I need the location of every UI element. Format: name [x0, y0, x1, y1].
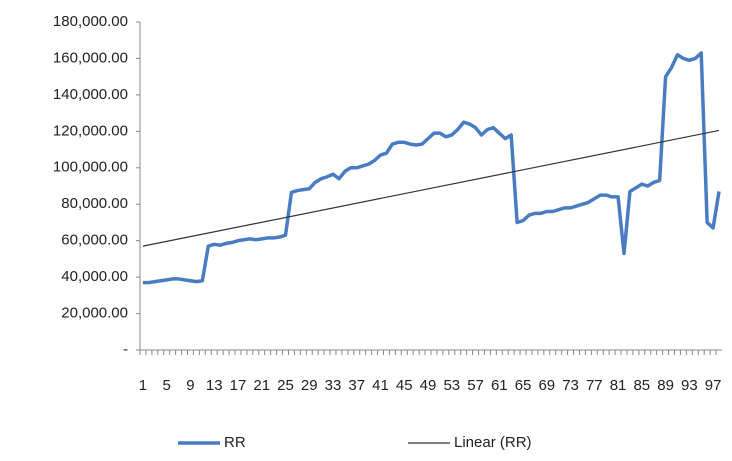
- x-tick-label: 97: [705, 377, 722, 394]
- x-tick-label: 21: [253, 377, 270, 394]
- x-tick-label: 45: [396, 377, 413, 394]
- x-tick-label: 13: [206, 377, 223, 394]
- y-tick-label: -: [123, 341, 128, 358]
- x-tick-label: 9: [186, 377, 194, 394]
- x-tick-label: 81: [610, 377, 627, 394]
- x-tick-label: 73: [562, 377, 579, 394]
- y-tick-label: 20,000.00: [61, 305, 128, 322]
- x-tick-label: 5: [163, 377, 171, 394]
- x-tick-label: 93: [681, 377, 698, 394]
- x-tick-label: 1: [139, 377, 147, 394]
- x-tick-label: 37: [348, 377, 365, 394]
- y-tick-label: 80,000.00: [61, 195, 128, 212]
- x-tick-label: 77: [586, 377, 603, 394]
- legend-label: RR: [224, 434, 246, 451]
- series-line: [142, 129, 720, 247]
- y-tick-label: 60,000.00: [61, 232, 128, 249]
- y-tick-label: 160,000.00: [53, 49, 128, 66]
- series-line: [142, 51, 721, 285]
- x-tick-label: 89: [657, 377, 674, 394]
- x-tick-label: 17: [230, 377, 247, 394]
- x-tick-label: 85: [633, 377, 650, 394]
- x-tick-label: 53: [443, 377, 460, 394]
- x-tick-label: 57: [467, 377, 484, 394]
- x-tick-label: 49: [420, 377, 437, 394]
- y-tick-label: 100,000.00: [53, 159, 128, 176]
- y-tick-label: 180,000.00: [53, 13, 128, 30]
- x-tick-label: 69: [538, 377, 555, 394]
- x-tick-label: 41: [372, 377, 389, 394]
- x-tick-label: 65: [515, 377, 532, 394]
- x-tick-label: 29: [301, 377, 318, 394]
- y-tick-label: 140,000.00: [53, 86, 128, 103]
- x-tick-label: 33: [325, 377, 342, 394]
- x-tick-label: 61: [491, 377, 508, 394]
- x-tick-label: 25: [277, 377, 294, 394]
- y-tick-label: 40,000.00: [61, 268, 128, 285]
- y-tick-label: 120,000.00: [53, 122, 128, 139]
- legend-label: Linear (RR): [454, 434, 532, 451]
